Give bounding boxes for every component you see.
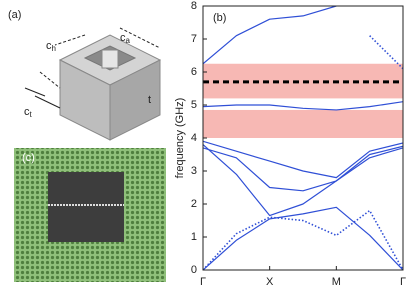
band-line xyxy=(203,209,403,270)
label-sub: t xyxy=(30,110,33,119)
band-line xyxy=(203,144,403,217)
cell-label: t xyxy=(148,94,151,106)
chart-title: (b) xyxy=(213,12,226,24)
label-main: c xyxy=(120,32,126,44)
y-tick-label: 6 xyxy=(191,66,197,78)
band-line xyxy=(203,145,403,192)
band-line xyxy=(203,6,337,65)
y-axis-label: frequency (GHz) xyxy=(174,98,186,179)
band-line xyxy=(369,35,403,70)
label-main: c xyxy=(46,40,52,52)
x-tick-label: M xyxy=(332,276,341,288)
band-line xyxy=(203,140,403,179)
x-tick-label: Γ xyxy=(400,276,406,288)
y-tick-label: 2 xyxy=(191,198,197,210)
cell-label: ca xyxy=(120,32,131,45)
band-line xyxy=(203,101,403,111)
y-tick-label: 0 xyxy=(191,264,197,276)
band-gap xyxy=(203,109,403,138)
panel-label: (a) xyxy=(8,9,21,21)
y-tick-label: 7 xyxy=(191,33,197,45)
x-tick-label: Γ xyxy=(200,276,206,288)
sample-photo xyxy=(14,148,166,282)
y-tick-label: 1 xyxy=(191,231,197,243)
label-sub: h xyxy=(52,44,56,53)
label-main: t xyxy=(148,94,151,106)
y-tick-label: 8 xyxy=(191,0,197,12)
cell-label: ch xyxy=(46,40,56,53)
x-tick-label: X xyxy=(266,276,274,288)
panel-label: (c) xyxy=(22,152,35,164)
cell-label: ct xyxy=(24,106,33,119)
y-tick-label: 4 xyxy=(191,132,197,144)
band-line xyxy=(203,206,403,270)
y-tick-label: 5 xyxy=(191,99,197,111)
y-tick-label: 3 xyxy=(191,165,197,177)
unit-cell-diagram xyxy=(24,27,162,141)
label-main: c xyxy=(24,106,30,118)
plot-frame xyxy=(202,5,404,271)
label-sub: a xyxy=(126,36,131,45)
